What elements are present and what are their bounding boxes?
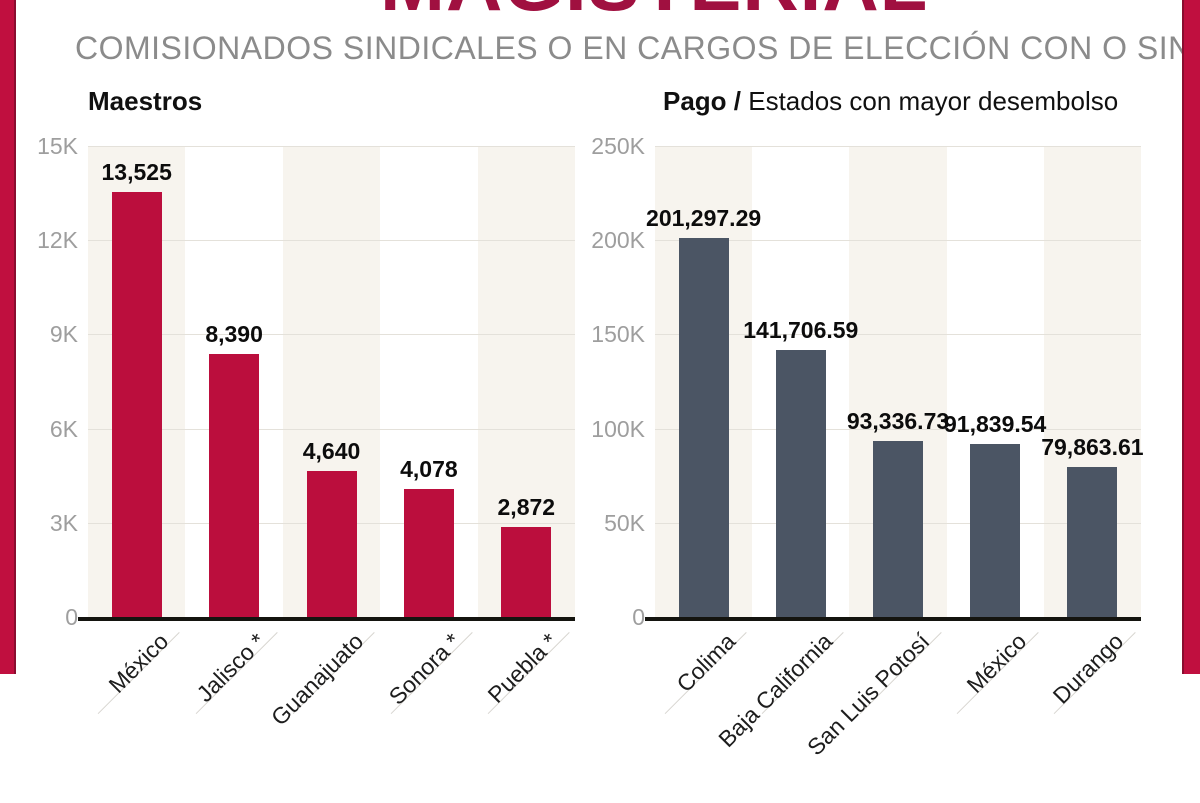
- left-accent-bar: [0, 0, 16, 674]
- bar-value-label: 93,336.73: [846, 408, 950, 435]
- y-axis-tick-label: 150K: [591, 321, 645, 348]
- bar-value-label: 4,078: [400, 455, 458, 482]
- y-axis-tick-label: 12K: [37, 227, 78, 254]
- x-axis-label: México: [961, 628, 1032, 698]
- x-axis-label: San Luis Potosí: [802, 628, 935, 761]
- gridline: [88, 146, 575, 147]
- maestros-chart-plot: 15K 12K 9K 6K 3K 0 13,525 México 8,390 Jalisco * 4…: [37, 133, 575, 730]
- x-axis-label: Puebla *: [482, 628, 563, 708]
- bar: [306, 471, 357, 617]
- bar: [678, 237, 729, 617]
- right-accent-bar: [1182, 0, 1200, 674]
- y-axis-tick-label: 0: [65, 604, 78, 630]
- y-axis-tick-label: 9K: [49, 321, 78, 348]
- x-axis-label: Durango: [1047, 628, 1129, 709]
- bar: [403, 488, 454, 617]
- bar: [970, 443, 1021, 617]
- bar: [209, 353, 260, 617]
- x-axis-label: Baja California: [713, 628, 838, 753]
- y-axis-tick-label: 250K: [591, 133, 645, 159]
- y-axis-tick-label: 3K: [49, 509, 78, 536]
- y-axis-tick-label: 0: [632, 604, 645, 630]
- gridline: [88, 240, 575, 242]
- gridline: [655, 146, 1141, 147]
- maestros-chart-title-bold: Maestros: [88, 86, 203, 116]
- y-axis-tick-label: 200K: [591, 227, 645, 254]
- bar-value-label: 4,640: [302, 438, 361, 465]
- y-axis-tick-label: 15K: [37, 133, 78, 159]
- gridline: [88, 428, 575, 430]
- bar-value-label: 141,706.59: [743, 317, 859, 344]
- x-axis-label: Guanajuato: [265, 628, 368, 731]
- x-axis-baseline: [645, 617, 1141, 621]
- x-axis-baseline: [78, 617, 575, 621]
- x-axis-label: Sonora *: [383, 628, 466, 710]
- bar-value-label: 201,297.29: [646, 204, 762, 231]
- bar-value-label: 2,872: [497, 493, 556, 520]
- gridline: [655, 240, 1141, 242]
- bar-value-label: 13,525: [101, 159, 172, 186]
- pago-chart-plot: 250K 200K 150K 100K 50K 0 201,297.29 Colima 141,…: [591, 133, 1143, 760]
- gridline: [655, 334, 1141, 336]
- bar-value-label: 79,863.61: [1041, 433, 1144, 460]
- maestros-chart-title: Maestros: [88, 86, 202, 117]
- y-axis-tick-label: 50K: [604, 509, 645, 536]
- gridline: [88, 334, 575, 336]
- y-axis-tick-label: 6K: [49, 415, 78, 442]
- pago-chart-title-rest: Estados con mayor desembolso: [741, 86, 1119, 116]
- bar-value-label: 8,390: [205, 320, 263, 347]
- bar: [501, 526, 552, 617]
- pago-chart-title: Pago / Estados con mayor desembolso: [663, 86, 1118, 117]
- pago-chart-title-bold: Pago /: [663, 86, 742, 116]
- page-title: MAGISTERIAL: [380, 0, 928, 22]
- y-axis-tick-label: 100K: [591, 415, 645, 442]
- gridline: [655, 428, 1141, 430]
- page-subtitle: COMISIONADOS SINDICALES O EN CARGOS DE E…: [75, 30, 1200, 66]
- x-axis-label: México: [103, 628, 174, 698]
- x-axis-label: Jalisco *: [191, 628, 271, 707]
- bar-value-label: 91,839.54: [944, 410, 1047, 437]
- bar: [873, 441, 923, 617]
- bar: [775, 350, 826, 617]
- x-axis-label: Colima: [670, 628, 740, 697]
- bar: [111, 192, 162, 617]
- bar: [1067, 466, 1118, 617]
